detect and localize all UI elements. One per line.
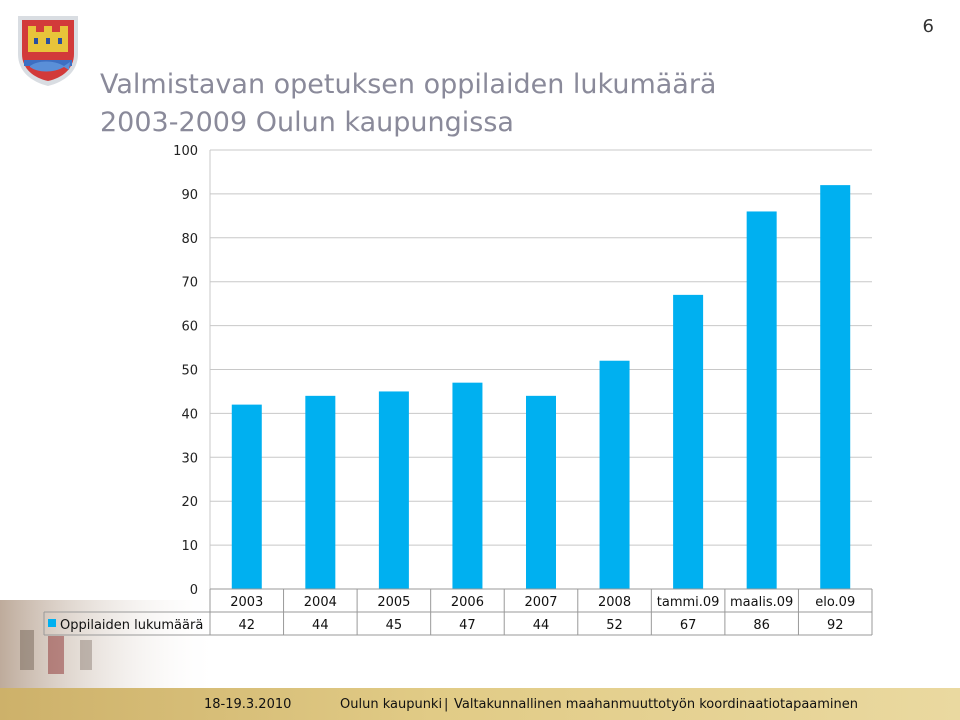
y-tick-label: 40	[181, 407, 198, 422]
data-table-value: 86	[753, 618, 770, 633]
x-category-label: maalis.09	[730, 595, 793, 610]
legend-series-name: Oppilaiden lukumäärä	[60, 618, 203, 633]
data-table: 2003 42 2004 44 2005 45 2006 47 2007 44 2008 52 tamm…	[43, 588, 873, 636]
data-table-value: 92	[827, 618, 844, 633]
data-table-value: 44	[533, 618, 550, 633]
title-line-1: Valmistavan opetuksen oppilaiden lukumää…	[100, 69, 717, 100]
data-table-value: 47	[459, 618, 476, 633]
data-table-value: 45	[386, 618, 403, 633]
footer-date: 18-19.3.2010	[204, 697, 292, 712]
bar	[526, 395, 556, 589]
data-table-value: 67	[680, 618, 697, 633]
x-category-label: elo.09	[815, 595, 855, 610]
bar	[231, 404, 262, 589]
footer-organization: Oulun kaupunki	[340, 697, 443, 712]
y-tick-label: 80	[181, 232, 198, 247]
footer-bar: 18-19.3.2010 Oulun kaupunki | Valtakunna…	[0, 688, 960, 720]
bar	[378, 391, 409, 589]
footer-event: Valtakunnallinen maahanmuuttotyön koordi…	[454, 697, 859, 712]
y-tick-label: 30	[181, 451, 198, 466]
data-table-value: 44	[312, 618, 329, 633]
footer-separator: |	[444, 697, 449, 712]
x-category-label: 2003	[230, 595, 263, 610]
y-tick-label: 60	[181, 320, 198, 335]
x-category-label: 2008	[598, 595, 631, 610]
x-category-label: tammi.09	[657, 595, 720, 610]
bar	[746, 211, 777, 589]
x-category-label: 2004	[304, 595, 337, 610]
data-table-value: 42	[239, 618, 256, 633]
y-tick-label: 70	[181, 276, 198, 291]
bar	[599, 360, 630, 589]
title-line-2: 2003-2009 Oulun kaupungissa	[100, 107, 514, 138]
bar	[452, 382, 483, 589]
bar	[673, 294, 704, 589]
data-table-value: 52	[606, 618, 623, 633]
x-category-label: 2006	[451, 595, 484, 610]
bar	[305, 395, 336, 589]
y-tick-label: 100	[173, 144, 198, 159]
bar	[820, 185, 851, 589]
y-tick-label: 90	[181, 188, 198, 203]
bars	[231, 185, 851, 589]
legend-square-icon	[48, 619, 56, 627]
y-tick-label: 50	[181, 364, 198, 379]
x-category-label: 2007	[524, 595, 557, 610]
building-photo-decoration	[0, 600, 220, 692]
oulu-coat-of-arms-icon	[18, 16, 78, 86]
y-tick-label: 0	[190, 583, 198, 598]
y-tick-label: 20	[181, 495, 198, 510]
y-tick-label: 10	[181, 539, 198, 554]
y-axis-ticks: 0 10 20 30 40 50 60 70 80 90 100	[173, 144, 198, 598]
slide-number: 6	[922, 16, 934, 37]
slide-title: Valmistavan opetuksen oppilaiden lukumää…	[100, 66, 860, 142]
x-category-label: 2005	[377, 595, 410, 610]
